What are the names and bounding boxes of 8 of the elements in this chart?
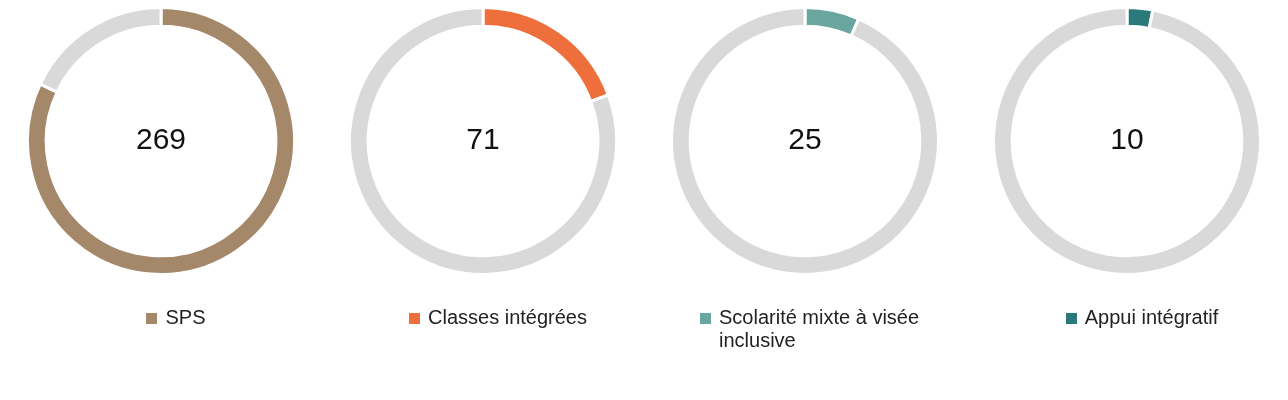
legend-label: Classes intégrées <box>428 306 587 329</box>
legend-label: SPS <box>165 306 206 329</box>
data-label: 71 <box>466 122 500 156</box>
data-label: 25 <box>788 122 822 156</box>
data-label: 10 <box>1110 122 1144 156</box>
data-label: 269 <box>135 122 187 156</box>
legend-label: Appui intégratif <box>1084 306 1219 329</box>
legend-label: Scolarité mixte à visée inclusive <box>719 306 921 352</box>
